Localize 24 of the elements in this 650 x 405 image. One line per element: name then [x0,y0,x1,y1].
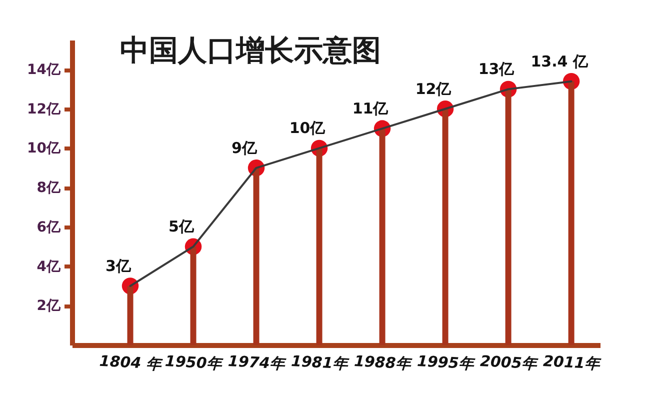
x-tick-label: 2005年 [480,352,540,374]
x-tick-label: 1988年 [354,352,414,374]
x-tick-label: 1995年 [416,352,476,374]
data-label: 11亿 [352,100,390,118]
data-label: 12亿 [415,80,452,98]
y-tick-label: 14亿 [27,62,62,78]
x-tick-label: 1804 年 [98,352,164,374]
x-tick-label: 1950年 [164,352,224,374]
y-tick-label: 2亿 [36,298,62,314]
x-tick-label: 1981年 [290,352,350,374]
x-tick-label: 2011年 [542,352,602,374]
x-tick-label: 1974年 [228,352,288,374]
y-tick-label: 12亿 [27,101,62,118]
y-tick-label: 4亿 [36,258,62,275]
data-label: 13.4 亿 [530,52,589,70]
data-label: 3亿 [106,256,132,275]
y-tick-label: 8亿 [36,180,62,196]
data-label: 10亿 [289,119,326,138]
y-tick-label: 10亿 [27,140,62,157]
data-label: 13亿 [478,60,516,78]
y-tick-label: 6亿 [36,219,62,236]
data-label: 9亿 [232,138,258,157]
chart-title: 中国人口增长示意图 [120,33,381,67]
data-label: 5亿 [168,218,195,236]
